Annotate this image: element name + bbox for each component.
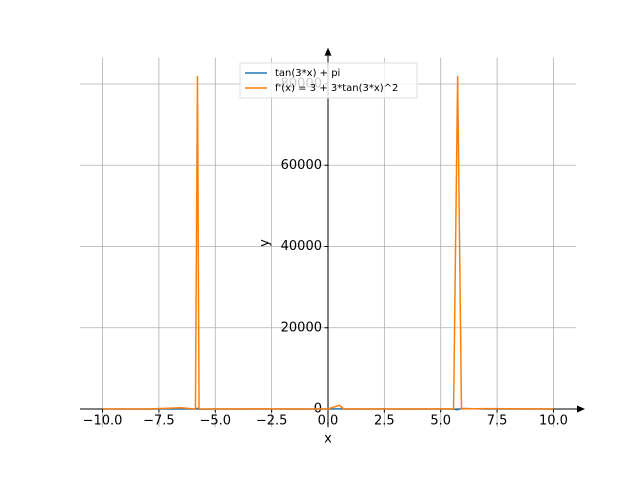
- x-tick-label: 2.5: [374, 414, 395, 429]
- x-tick-label: −10.0: [83, 414, 123, 429]
- x-axis-label: x: [324, 432, 332, 447]
- x-arrow: [577, 405, 585, 413]
- x-tick-label: −2.5: [256, 414, 288, 429]
- y-tick-label: 20000: [281, 320, 322, 335]
- y-arrow: [324, 47, 332, 56]
- y-axis-label: y: [258, 239, 273, 247]
- legend-box: [239, 62, 418, 99]
- y-tick-label: 60000: [281, 158, 322, 173]
- y-tick-label: 40000: [281, 239, 322, 254]
- x-tick-label: −7.5: [143, 414, 175, 429]
- x-tick-label: −5.0: [199, 414, 231, 429]
- x-tick-label: 5.0: [430, 414, 451, 429]
- x-tick-label: 10.0: [539, 414, 568, 429]
- series-line: [102, 75, 554, 410]
- legend-label: f'(x) = 3 + 3*tan(3*x)^2: [275, 83, 398, 94]
- x-tick-label: 7.5: [487, 414, 508, 429]
- legend-label: tan(3*x) + pi: [275, 68, 340, 79]
